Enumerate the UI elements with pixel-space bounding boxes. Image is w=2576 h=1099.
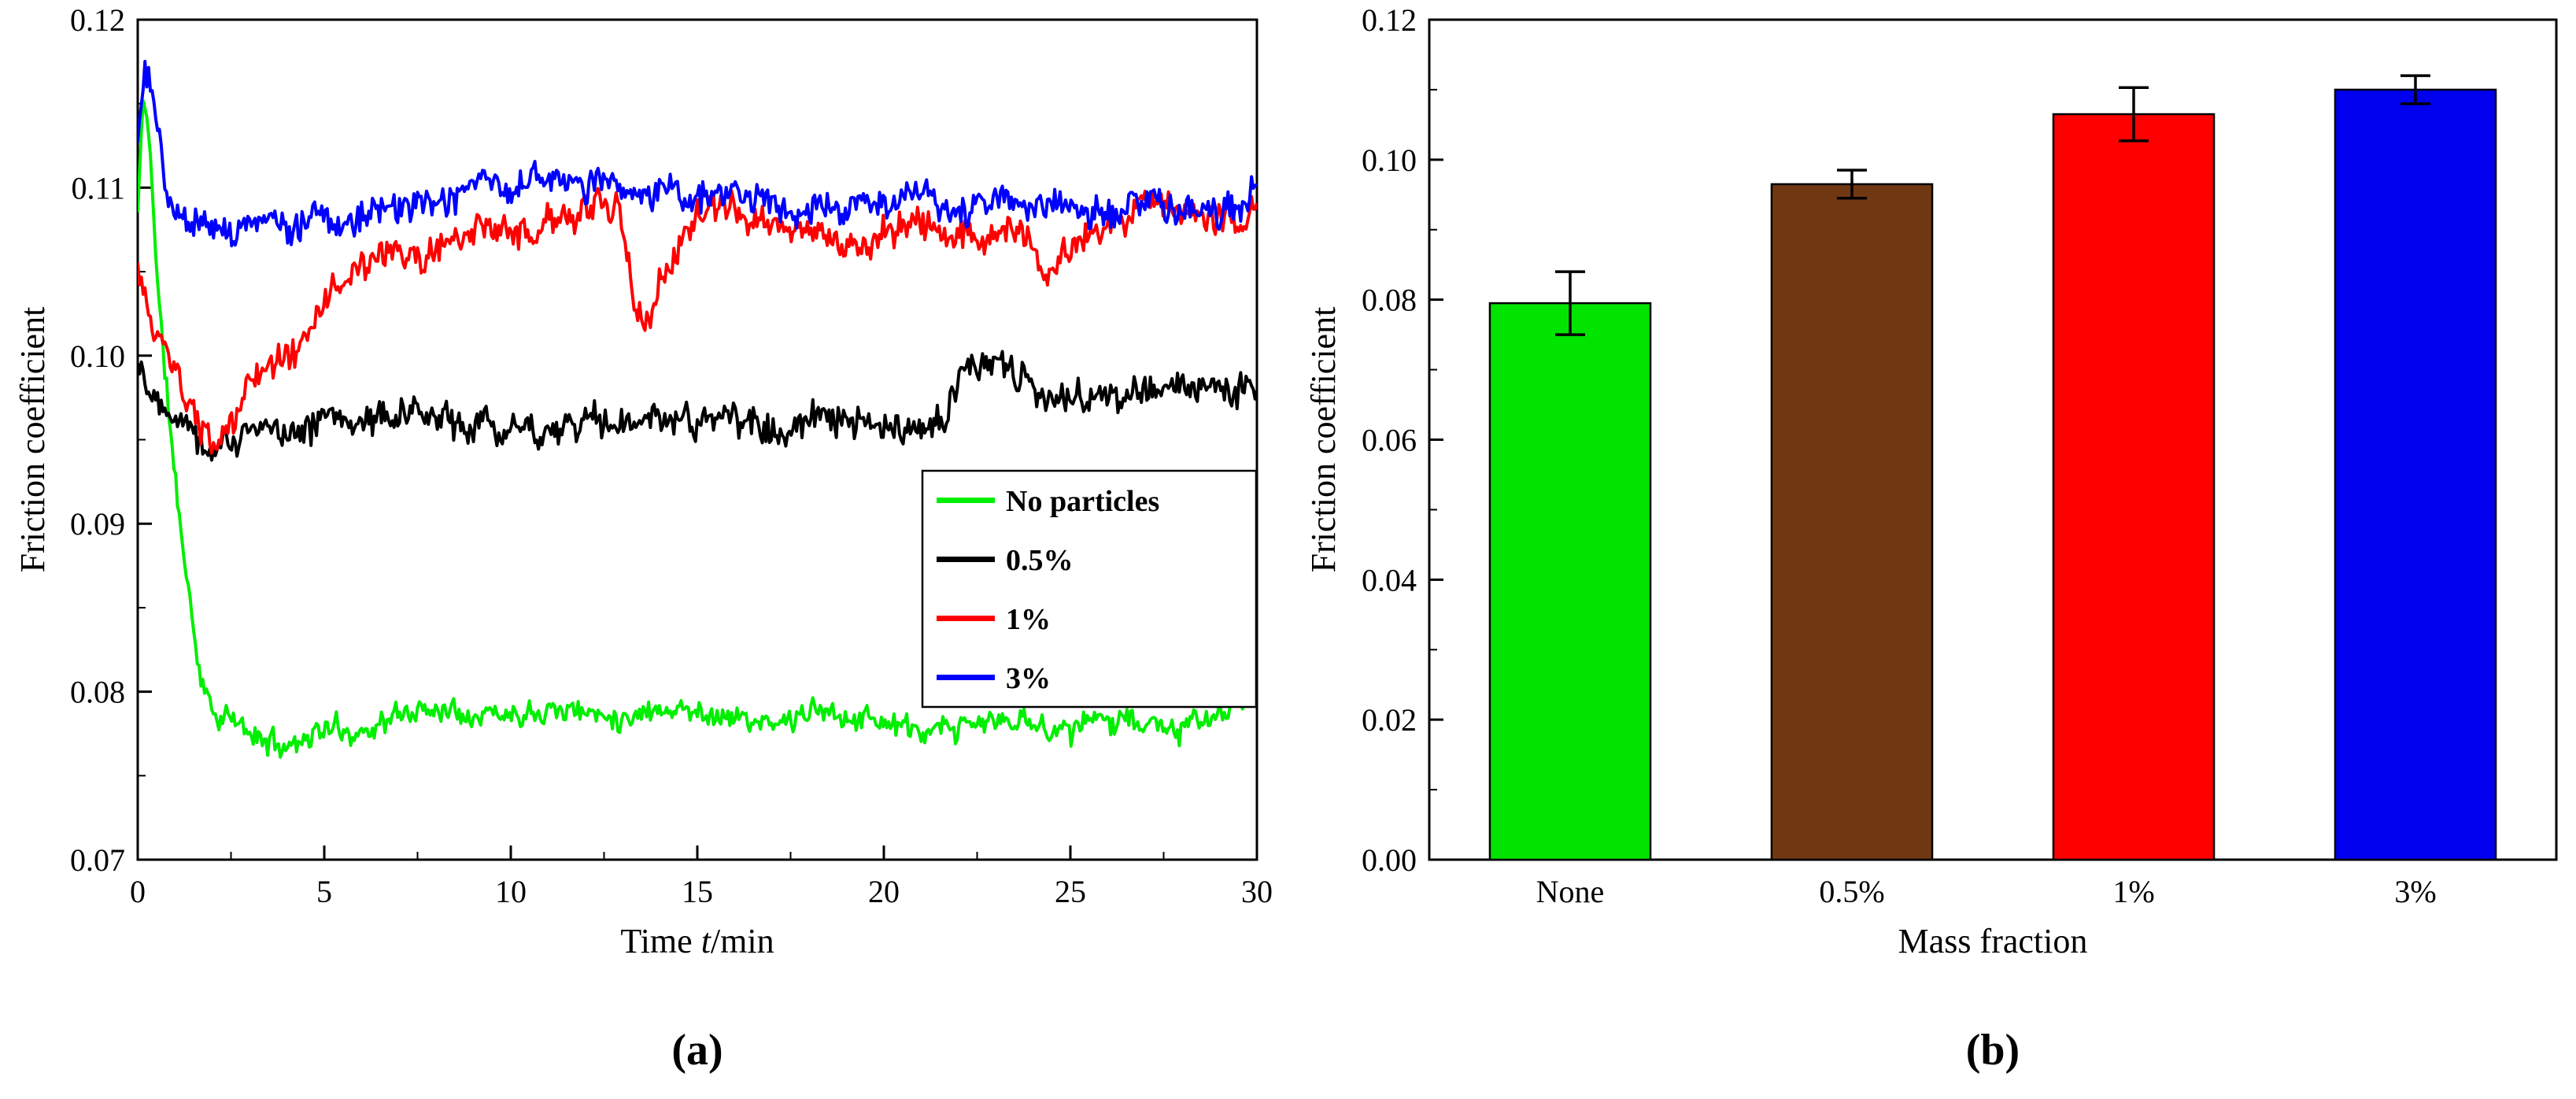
y-tick-label: 0.08: [1362, 283, 1417, 318]
y-tick-label: 0.07: [70, 842, 125, 878]
line-chart-friction-vs-time: 0 5 10 15 20 25 30 0.07 0.08 0.09 0.10 0.11 0.12 No p…: [13, 2, 1273, 960]
series-group: [138, 59, 1257, 759]
series-line-3%: [138, 59, 1257, 248]
series-line-1%: [138, 187, 1257, 455]
bar-1%: [2052, 113, 2216, 861]
y-tick-label: 0.09: [70, 506, 125, 542]
y-tick-label: 0.02: [1362, 702, 1417, 738]
plot-frame: [136, 18, 1258, 861]
y-tick-label: 0.12: [70, 2, 125, 38]
y-tick-label: 0.08: [70, 675, 125, 710]
x-category-label: 3%: [2394, 874, 2436, 909]
legend-label: 0.5%: [1006, 544, 1074, 577]
y-tick-label: 0.10: [1362, 142, 1417, 178]
y-axis-label: Friction coefficient: [1304, 307, 1343, 573]
x-tick-label: 20: [868, 874, 900, 909]
x-axis-label: Mass fraction: [1898, 922, 2088, 960]
bar-0.5%: [1770, 183, 1934, 861]
y-tick-label: 0.11: [71, 170, 125, 205]
y-axis-label: Friction coefficient: [13, 307, 52, 573]
y-tick-label: 0.00: [1362, 842, 1417, 878]
y-tick-label: 0.10: [70, 339, 125, 374]
x-tick-label: 5: [316, 874, 332, 909]
panel-b-label: (b): [1965, 1026, 2020, 1075]
legend-box: [921, 469, 1258, 709]
bar-chart-friction-vs-mass-fraction: 0.00 0.02 0.04 0.06 0.08 0.10 0.12 None 0.5% 1% 3%…: [1304, 2, 2558, 960]
x-tick-label: 15: [682, 874, 713, 909]
series-line-no-particles: [138, 99, 1257, 759]
x-category-label: 0.5%: [1819, 874, 1884, 909]
x-category-label: None: [1536, 874, 1605, 909]
y-tick-label: 0.06: [1362, 423, 1417, 458]
legend-label: No particles: [1006, 485, 1159, 518]
bar-3%: [2334, 88, 2497, 861]
legend-label: 3%: [1006, 662, 1051, 695]
x-category-label: 1%: [2112, 874, 2154, 909]
bar-none: [1488, 302, 1652, 861]
x-tick-label: 10: [495, 874, 527, 909]
x-tick-label: 0: [130, 874, 146, 909]
y-tick-label: 0.04: [1362, 562, 1417, 598]
y-tick-label: 0.12: [1362, 2, 1417, 38]
x-axis-label: Time t/min: [620, 922, 774, 960]
panel-a-label: (a): [671, 1026, 723, 1075]
legend-label: 1%: [1006, 603, 1051, 636]
x-tick-label: 30: [1241, 874, 1273, 909]
x-tick-label: 25: [1055, 874, 1086, 909]
series-line-0.5%: [138, 350, 1257, 462]
